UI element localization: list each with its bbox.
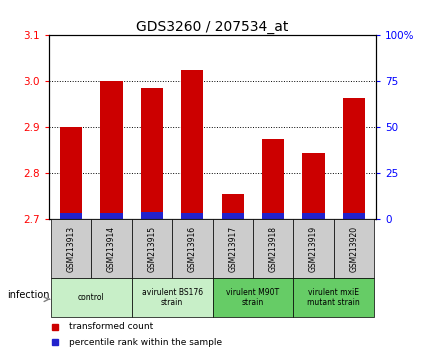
Bar — [334, 219, 374, 278]
Text: GSM213920: GSM213920 — [349, 225, 358, 272]
Bar — [293, 278, 374, 317]
Bar — [132, 219, 172, 278]
Title: GDS3260 / 207534_at: GDS3260 / 207534_at — [136, 21, 289, 34]
Bar — [132, 278, 212, 317]
Bar — [293, 219, 334, 278]
Text: GSM213913: GSM213913 — [67, 225, 76, 272]
Text: infection: infection — [7, 290, 50, 301]
Bar — [262, 213, 284, 219]
Bar — [212, 219, 253, 278]
Text: GSM213919: GSM213919 — [309, 225, 318, 272]
Bar — [343, 98, 365, 219]
Text: GSM213918: GSM213918 — [269, 226, 278, 272]
Bar — [100, 81, 122, 219]
Bar — [303, 153, 325, 219]
Bar — [141, 212, 163, 219]
Text: virulent mxiE
mutant strain: virulent mxiE mutant strain — [307, 288, 360, 307]
Bar — [51, 219, 91, 278]
Bar — [303, 213, 325, 219]
Text: GSM213914: GSM213914 — [107, 225, 116, 272]
Bar — [212, 278, 293, 317]
Text: control: control — [78, 293, 105, 302]
Bar — [100, 213, 122, 219]
Text: GSM213915: GSM213915 — [147, 225, 156, 272]
Bar — [221, 213, 244, 219]
Bar — [181, 70, 204, 219]
Bar — [91, 219, 132, 278]
Bar — [172, 219, 212, 278]
Text: virulent M90T
strain: virulent M90T strain — [227, 288, 280, 307]
Bar — [343, 213, 365, 219]
Bar — [253, 219, 293, 278]
Bar — [60, 127, 82, 219]
Bar — [51, 278, 132, 317]
Bar — [60, 213, 82, 219]
Text: avirulent BS176
strain: avirulent BS176 strain — [142, 288, 203, 307]
Text: transformed count: transformed count — [68, 322, 153, 331]
Text: GSM213917: GSM213917 — [228, 225, 237, 272]
Text: percentile rank within the sample: percentile rank within the sample — [68, 338, 221, 347]
Bar — [181, 213, 204, 219]
Bar — [262, 139, 284, 219]
Bar — [221, 194, 244, 219]
Text: GSM213916: GSM213916 — [188, 225, 197, 272]
Bar — [141, 88, 163, 219]
